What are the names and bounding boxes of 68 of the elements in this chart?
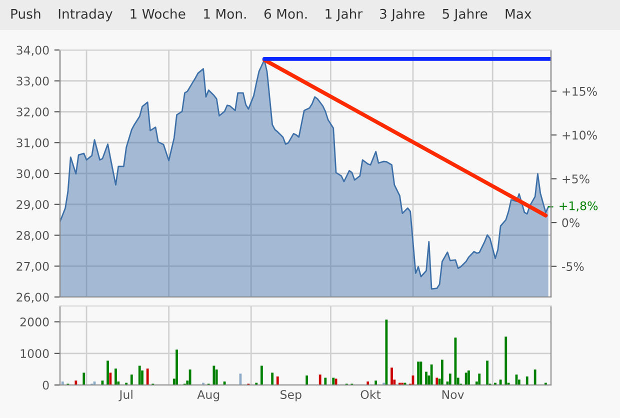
y2-tick-label: +10% bbox=[562, 130, 597, 140]
bar bbox=[436, 378, 438, 385]
annotation: +1,8% bbox=[560, 201, 598, 212]
bar bbox=[440, 360, 444, 385]
y-tick-label: 0 bbox=[42, 380, 49, 390]
bar bbox=[324, 378, 327, 385]
y-tick-label: 31,00 bbox=[16, 138, 49, 148]
bar bbox=[332, 378, 335, 385]
bar bbox=[212, 366, 216, 385]
y-tick-label: 30,00 bbox=[16, 169, 49, 180]
bar bbox=[374, 380, 378, 385]
y2-tick-label: +15% bbox=[562, 86, 597, 96]
y2-tick-label: +5% bbox=[562, 174, 590, 184]
bar bbox=[82, 372, 86, 385]
x-tick-label: Aug bbox=[197, 390, 220, 402]
text: 5 Jahre bbox=[442, 8, 488, 22]
text: 1 Jahr bbox=[326, 8, 363, 22]
bar bbox=[430, 364, 433, 385]
bar bbox=[276, 376, 279, 385]
bar bbox=[318, 374, 322, 385]
x-tick-label: Nov bbox=[442, 390, 464, 399]
y-tick-label: 26,00 bbox=[16, 292, 49, 303]
bar bbox=[486, 360, 488, 385]
y-tick-label: 29,00 bbox=[16, 200, 49, 210]
y2-tick-label: -5% bbox=[562, 262, 584, 271]
bar bbox=[106, 360, 109, 385]
bar bbox=[499, 380, 502, 385]
text: 1 Woche bbox=[130, 8, 186, 19]
bar bbox=[260, 366, 263, 385]
y2-tick-label: 0% bbox=[562, 218, 580, 228]
bar bbox=[306, 376, 308, 385]
bar bbox=[464, 372, 468, 385]
text: 3 Jahre bbox=[380, 8, 424, 22]
text: Push bbox=[11, 8, 40, 19]
bar bbox=[478, 374, 481, 385]
bar bbox=[109, 372, 112, 385]
text: 6 Mon. bbox=[264, 8, 307, 19]
bar bbox=[366, 382, 370, 385]
y-tick-label: 34,00 bbox=[16, 46, 49, 56]
bar bbox=[215, 370, 218, 385]
bar bbox=[504, 336, 508, 385]
bar bbox=[114, 368, 117, 385]
y-tick-label: 27,00 bbox=[16, 262, 49, 272]
bar bbox=[138, 366, 141, 385]
x-tick-label: Okt bbox=[360, 390, 381, 399]
x-tick-label: Jul bbox=[118, 390, 132, 402]
y-tick-label: 1000 bbox=[20, 349, 49, 358]
bar bbox=[74, 380, 78, 385]
bar bbox=[61, 382, 64, 385]
text: 1 Mon. bbox=[204, 9, 246, 19]
bar bbox=[271, 372, 274, 385]
x-tick-label: Sep bbox=[280, 390, 302, 402]
y-tick-label: 32,00 bbox=[16, 107, 49, 118]
bar bbox=[130, 374, 133, 385]
bar bbox=[425, 372, 428, 385]
bar bbox=[468, 370, 470, 385]
y-tick-label: 28,00 bbox=[16, 230, 49, 242]
y-tick-label: 33,00 bbox=[16, 76, 49, 87]
bar bbox=[390, 368, 393, 385]
bar bbox=[448, 374, 452, 385]
bar bbox=[534, 370, 536, 385]
bar bbox=[176, 350, 178, 385]
text: Max bbox=[506, 9, 532, 19]
bar bbox=[417, 362, 420, 385]
bar bbox=[526, 376, 528, 385]
text: Intraday bbox=[58, 8, 112, 22]
bar bbox=[146, 368, 149, 385]
y-tick-label: 2000 bbox=[20, 318, 49, 326]
